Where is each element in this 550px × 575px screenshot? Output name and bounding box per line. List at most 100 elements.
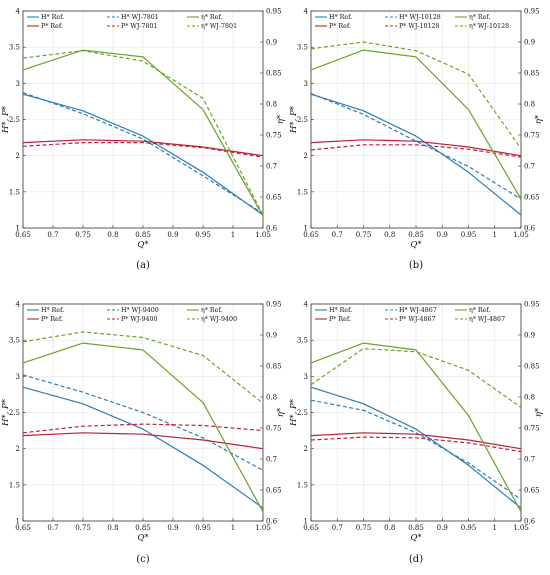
x-tick-label: 0.65 <box>303 231 319 239</box>
series-line-5 <box>310 348 522 408</box>
y-tick-label: 3.5 <box>9 44 20 52</box>
y-tick-label: 1 <box>304 225 308 233</box>
x-tick-label: 0.9 <box>437 524 448 532</box>
y-tick-label: 2 <box>304 152 308 160</box>
y-right-tick-label: 0.85 <box>266 363 282 371</box>
y-tick-label: 2.5 <box>9 116 20 124</box>
x-tick-label: 0.95 <box>461 231 477 239</box>
x-tick-label: 0.65 <box>15 524 31 532</box>
y-tick-label: 2 <box>304 445 308 453</box>
legend-entry: η* Ref. <box>201 307 223 314</box>
y-tick-label: 1.5 <box>9 188 20 196</box>
legend-entry: H* Ref. <box>41 14 64 21</box>
x-tick-label: 0.75 <box>356 231 372 239</box>
y-right-tick-label: 0.9 <box>266 39 277 47</box>
legend-entry: η* Ref. <box>201 14 223 21</box>
y-right-axis-label: η* <box>276 114 286 124</box>
series-line-1 <box>22 374 264 471</box>
x-tick-label: 0.9 <box>437 231 448 239</box>
y-tick-label: 3 <box>304 80 308 88</box>
x-tick-label: 0.75 <box>356 524 372 532</box>
y-axis-label: H*, P* <box>289 398 299 427</box>
y-tick-label: 1 <box>304 518 308 526</box>
legend-entry: η* WJ-7801 <box>201 23 237 30</box>
legend-entry: H* Ref. <box>41 307 64 314</box>
legend-entry: P* Ref. <box>329 316 351 323</box>
series-line-0 <box>310 386 522 509</box>
legend-entry: P* Ref. <box>41 23 63 30</box>
y-right-tick-label: 0.9 <box>524 332 535 340</box>
x-tick-label: 0.8 <box>107 231 118 239</box>
x-tick-label: 0.7 <box>47 524 58 532</box>
x-axis-label: Q* <box>137 533 149 543</box>
legend-entry: η* WJ-10128 <box>469 23 509 30</box>
y-right-tick-label: 0.6 <box>266 225 278 233</box>
series-line-2 <box>310 139 522 157</box>
y-tick-label: 3 <box>16 373 20 381</box>
x-tick-label: 0.9 <box>167 231 178 239</box>
legend-entry: H* WJ-10128 <box>399 14 441 21</box>
x-tick-label: 0.75 <box>75 524 91 532</box>
x-tick-label: 0.85 <box>135 524 151 532</box>
y-tick-label: 2 <box>16 152 20 160</box>
y-tick-label: 2 <box>16 445 20 453</box>
y-tick-label: 4 <box>304 301 309 309</box>
y-tick-label: 1 <box>16 518 20 526</box>
series-line-3 <box>310 144 522 158</box>
x-tick-label: 1.05 <box>255 231 271 239</box>
series-line-4 <box>22 342 264 512</box>
legend-entry: P* Ref. <box>41 316 63 323</box>
y-tick-label: 3.5 <box>297 337 308 345</box>
x-tick-label: 1.05 <box>255 524 271 532</box>
y-right-tick-label: 0.65 <box>266 487 282 495</box>
y-right-tick-label: 0.8 <box>524 394 535 402</box>
x-axis-label: Q* <box>137 240 149 250</box>
chart-panel-2: 0.65 0.7 0.75 0.8 0.85 0.9 0.95 1 1.05 1 1.5 2 2.5 3 3… <box>1 301 286 566</box>
y-right-tick-label: 0.6 <box>266 518 278 526</box>
series-line-3 <box>22 423 264 434</box>
panel-caption: (b) <box>409 260 423 271</box>
y-axis-label: H*, P* <box>1 398 11 427</box>
legend-entry: η* WJ-9400 <box>201 316 237 323</box>
series-line-0 <box>22 386 264 509</box>
x-tick-label: 1 <box>231 231 235 239</box>
y-right-tick-label: 0.85 <box>266 70 282 78</box>
series-line-3 <box>22 142 264 158</box>
y-right-tick-label: 0.6 <box>524 518 536 526</box>
x-tick-label: 1.05 <box>513 231 529 239</box>
x-tick-label: 1.05 <box>513 524 529 532</box>
y-right-axis-label: η* <box>534 407 544 417</box>
x-tick-label: 1 <box>231 524 235 532</box>
legend-entry: H* Ref. <box>329 14 352 21</box>
y-right-tick-label: 0.65 <box>524 487 540 495</box>
y-tick-label: 3.5 <box>9 337 20 345</box>
y-tick-label: 1.5 <box>297 481 308 489</box>
y-right-tick-label: 0.65 <box>524 194 540 202</box>
y-right-tick-label: 0.75 <box>266 425 282 433</box>
x-tick-label: 0.9 <box>167 524 178 532</box>
x-tick-label: 0.7 <box>332 231 343 239</box>
legend-entry: H* Ref. <box>329 307 352 314</box>
legend-entry: P* WJ-9400 <box>121 316 158 323</box>
legend-entry: H* WJ-9400 <box>121 307 159 314</box>
y-right-tick-label: 0.95 <box>266 8 282 16</box>
y-right-tick-label: 0.8 <box>266 101 277 109</box>
x-tick-label: 0.95 <box>195 524 211 532</box>
panel-caption: (c) <box>136 554 150 565</box>
y-right-tick-label: 0.95 <box>266 301 282 309</box>
legend-entry: η* Ref. <box>469 307 491 314</box>
series-line-2 <box>310 432 522 450</box>
x-tick-label: 0.85 <box>408 524 424 532</box>
y-right-axis-label: η* <box>276 407 286 417</box>
y-right-tick-label: 0.85 <box>524 363 540 371</box>
x-tick-label: 0.75 <box>75 231 91 239</box>
y-right-axis-label: η* <box>534 114 544 124</box>
x-tick-label: 0.8 <box>107 524 118 532</box>
y-tick-label: 3 <box>16 80 20 88</box>
chart-panel-1: 0.65 0.7 0.75 0.8 0.85 0.9 0.95 1 1.05 1 1.5 2 2.5 3 3… <box>289 8 544 272</box>
series-line-5 <box>22 50 264 216</box>
y-axis-label: H*, P* <box>1 105 11 134</box>
y-right-tick-label: 0.7 <box>524 163 535 171</box>
y-right-tick-label: 0.95 <box>524 8 540 16</box>
chart-panel-0: 0.65 0.7 0.75 0.8 0.85 0.9 0.95 1 1.05 1 1.5 2 2.5 3 3… <box>1 8 286 272</box>
